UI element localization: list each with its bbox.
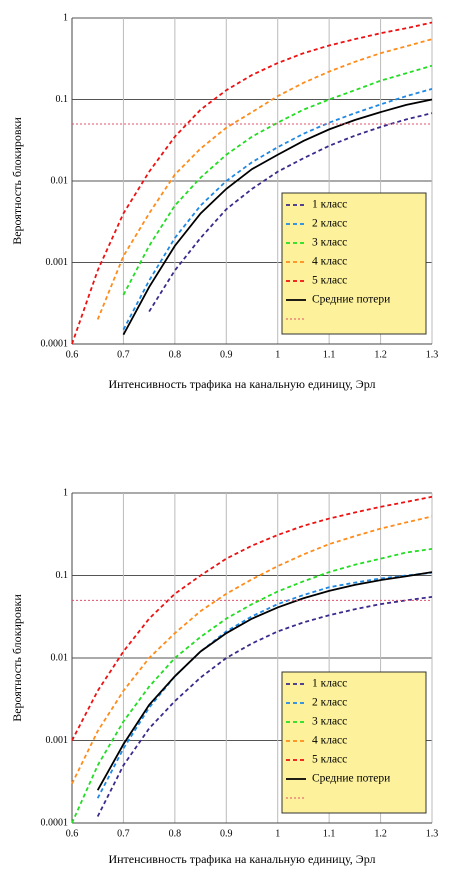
legend-label: Средние потери bbox=[312, 294, 390, 306]
legend-label: 3 класс bbox=[312, 716, 347, 728]
series-line bbox=[122, 88, 433, 331]
series-line bbox=[96, 38, 433, 320]
y-tick-label: 0.0001 bbox=[41, 338, 69, 349]
x-tick-label: 1.3 bbox=[426, 349, 439, 360]
y-axis-label: Вероятность блокировки bbox=[10, 594, 24, 722]
y-axis-label: Вероятность блокировки bbox=[10, 117, 24, 245]
x-axis-label: Интенсивность трафика на канальную едини… bbox=[108, 852, 375, 866]
y-tick-label: 1 bbox=[63, 12, 68, 23]
chart: 0.0001 0.001 0.01 0.1 1 0.6 0.7 0.8 0.9 1 1.1 1.2 1.… bbox=[10, 12, 439, 390]
legend-label: 1 класс bbox=[312, 678, 347, 690]
x-tick-label: 1.1 bbox=[323, 349, 336, 360]
y-tick-label: 0.01 bbox=[51, 175, 69, 186]
x-tick-label: 1.3 bbox=[426, 828, 439, 839]
series-line bbox=[71, 548, 433, 824]
x-tick-label: 0.8 bbox=[169, 349, 182, 360]
legend-box bbox=[281, 671, 427, 814]
x-tick-label: 1 bbox=[275, 828, 280, 839]
legend-label: 1 класс bbox=[312, 199, 347, 211]
y-tick-label: 0.1 bbox=[56, 570, 69, 581]
x-tick-label: 0.8 bbox=[169, 828, 182, 839]
legend-label: 5 класс bbox=[312, 275, 347, 287]
y-tick-label: 0.01 bbox=[51, 652, 69, 663]
x-tick-label: 0.7 bbox=[117, 828, 130, 839]
y-tick-label: 0.001 bbox=[46, 257, 69, 268]
x-tick-label: 1.1 bbox=[323, 828, 336, 839]
x-tick-label: 0.9 bbox=[220, 349, 233, 360]
series-line bbox=[96, 571, 433, 799]
y-tick-label: 0.0001 bbox=[41, 817, 69, 828]
x-tick-label: 1.2 bbox=[374, 349, 387, 360]
legend-box bbox=[281, 192, 427, 335]
chart: 0.0001 0.001 0.01 0.1 1 0.6 0.7 0.8 0.9 1 1.1 1.2 1.… bbox=[10, 487, 439, 865]
x-axis-label: Интенсивность трафика на канальную едини… bbox=[108, 377, 375, 391]
legend-label: Средние потери bbox=[312, 773, 390, 785]
x-tick-label: 0.6 bbox=[66, 828, 79, 839]
x-tick-label: 1.2 bbox=[374, 828, 387, 839]
series-line bbox=[148, 112, 433, 313]
legend-label: 5 класс bbox=[312, 754, 347, 766]
y-tick-label: 0.1 bbox=[56, 94, 69, 105]
y-tick-label: 0.001 bbox=[46, 735, 69, 746]
series-line bbox=[122, 98, 433, 336]
series-line bbox=[96, 596, 433, 817]
legend-label: 3 класс bbox=[312, 237, 347, 249]
legend-label: 4 класс bbox=[312, 735, 347, 747]
legend-label: 2 класс bbox=[312, 218, 347, 230]
x-tick-label: 0.6 bbox=[66, 349, 79, 360]
series-line bbox=[71, 515, 433, 785]
x-tick-label: 1 bbox=[275, 349, 280, 360]
legend-label: 2 класс bbox=[312, 697, 347, 709]
series-line bbox=[71, 21, 433, 345]
y-tick-label: 1 bbox=[63, 487, 68, 498]
legend-label: 4 класс bbox=[312, 256, 347, 268]
x-tick-label: 0.7 bbox=[117, 349, 130, 360]
x-tick-label: 0.9 bbox=[220, 828, 233, 839]
series-line bbox=[96, 571, 433, 791]
